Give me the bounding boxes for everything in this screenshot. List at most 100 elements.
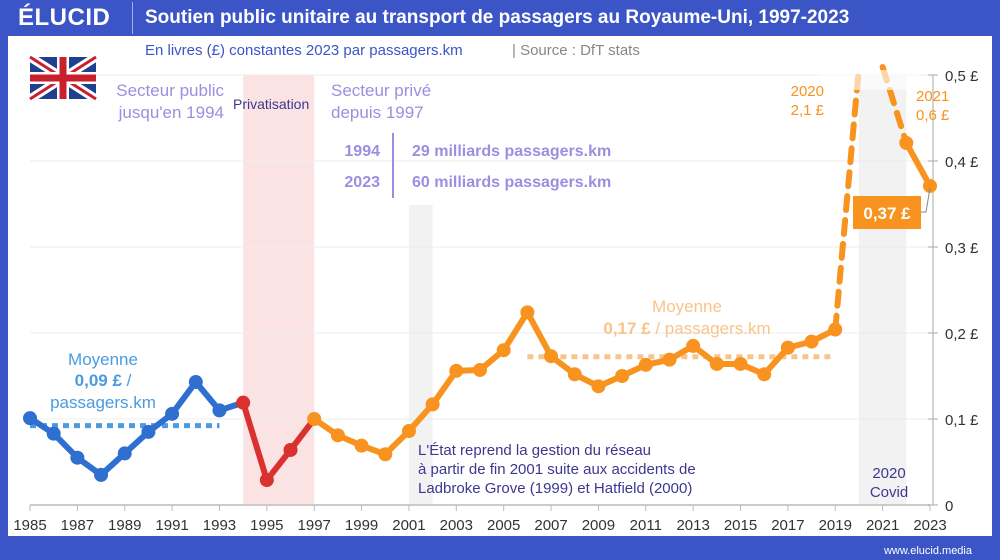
header-divider: [132, 2, 133, 34]
x-tick-label: 2005: [487, 517, 520, 534]
data-point: [591, 379, 606, 394]
privatisation-label: Privatisation: [233, 96, 309, 112]
avg-public-value: 0,09 £ /: [75, 371, 132, 390]
avg-public-unit: passagers.km: [50, 393, 156, 412]
shaded-period: [408, 205, 433, 505]
x-tick-label: 2007: [534, 517, 567, 534]
y-tick-label: 0,5 £: [945, 68, 979, 85]
data-point: [473, 362, 487, 377]
data-point: [283, 442, 298, 457]
traffic-year: 1994: [344, 143, 380, 160]
x-tick-label: 2021: [866, 517, 899, 534]
x-tick-label: 1999: [345, 517, 378, 534]
value-callout-text: 0,37 £: [863, 204, 911, 223]
x-tick-label: 2023: [913, 517, 946, 534]
x-tick-label: 1989: [108, 517, 141, 534]
private-sector-label: depuis 1997: [331, 103, 424, 122]
private-sector-label: Secteur privé: [331, 81, 431, 100]
y-tick-label: 0,1 £: [945, 412, 979, 429]
fade: [820, 70, 920, 90]
series-segment: [832, 64, 862, 333]
traffic-value: 29 milliards passagers.km: [412, 143, 611, 160]
data-point: [94, 467, 109, 482]
data-point: [425, 397, 440, 412]
renationalisation-note: L'État reprend la gestion du réseau: [418, 442, 651, 459]
covid-label: 2020: [872, 465, 905, 482]
data-point: [354, 438, 369, 453]
data-point: [401, 424, 416, 439]
label-2021-value: 0,6 £: [916, 107, 950, 124]
data-point: [449, 363, 464, 378]
data-point: [567, 367, 582, 382]
data-point: [899, 135, 914, 150]
data-point: [686, 338, 701, 353]
data-point: [733, 356, 748, 371]
x-tick-label: 1987: [61, 517, 94, 534]
x-tick-label: 2013: [676, 517, 709, 534]
series-segment: [500, 309, 531, 354]
data-point: [757, 367, 772, 382]
x-tick-label: 2015: [724, 517, 757, 534]
x-tick-label: 2017: [771, 517, 804, 534]
x-tick-label: 2001: [392, 517, 425, 534]
y-tick-label: 0: [945, 498, 953, 515]
x-tick-label: 1991: [155, 517, 188, 534]
traffic-value: 60 milliards passagers.km: [412, 174, 611, 191]
data-point: [662, 352, 677, 367]
series-segment: [524, 309, 555, 360]
data-point: [188, 375, 203, 390]
data-point: [520, 305, 535, 320]
data-point: [780, 340, 795, 355]
x-tick-label: 1995: [250, 517, 283, 534]
data-point: [23, 411, 37, 426]
public-sector-label: jusqu'en 1994: [118, 103, 224, 122]
series-segment: [903, 139, 933, 189]
data-point: [70, 450, 85, 465]
renationalisation-note: à partir de fin 2001 suite aux accidents…: [418, 461, 696, 478]
data-point: [236, 395, 251, 410]
avg-private-label: Moyenne: [652, 297, 722, 316]
data-point: [544, 349, 559, 364]
avg-private-value: 0,17 £ / passagers.km: [603, 319, 770, 338]
source: | Source : DfT stats: [512, 42, 640, 59]
y-tick-label: 0,4 £: [945, 154, 979, 171]
renationalisation-note: Ladbroke Grove (1999) et Hatfield (2000): [418, 480, 692, 497]
data-point: [117, 446, 132, 461]
data-point: [923, 178, 937, 193]
chart-title: Soutien public unitaire au transport de …: [145, 7, 850, 28]
header: ÉLUCID Soutien public unitaire au transp…: [0, 0, 1000, 36]
data-point: [330, 428, 345, 443]
subtitle: En livres (£) constantes 2023 par passag…: [145, 42, 463, 59]
series-segment: [240, 399, 270, 484]
avg-public-label: Moyenne: [68, 350, 138, 369]
data-point: [212, 403, 227, 418]
logo: ÉLUCID: [18, 4, 111, 31]
data-point: [141, 424, 156, 439]
data-point: [804, 334, 819, 349]
uk-flag-icon: [27, 53, 99, 103]
label-2020-value: 2,1 £: [791, 102, 825, 119]
footer-url[interactable]: www.elucid.media: [883, 545, 972, 557]
flag-cross-red: [30, 57, 96, 99]
x-tick-label: 2009: [582, 517, 615, 534]
label-2020: 2020: [791, 83, 824, 100]
x-tick-label: 2019: [819, 517, 852, 534]
data-point: [307, 412, 322, 426]
x-tick-label: 1985: [13, 517, 46, 534]
x-tick-label: 2003: [440, 517, 473, 534]
data-point: [828, 322, 843, 337]
shaded-period: [858, 75, 907, 505]
value-callout: [853, 196, 921, 229]
traffic-year: 2023: [344, 174, 380, 191]
chart-panel: [8, 36, 992, 536]
callout-leader: [921, 187, 931, 213]
x-tick-label: 1993: [203, 517, 236, 534]
y-tick-label: 0,3 £: [945, 240, 979, 257]
data-point: [615, 369, 630, 383]
data-point: [496, 343, 511, 358]
y-tick-label: 0,2 £: [945, 326, 979, 343]
data-point: [378, 447, 393, 462]
data-point: [259, 473, 274, 488]
data-point: [638, 357, 653, 372]
